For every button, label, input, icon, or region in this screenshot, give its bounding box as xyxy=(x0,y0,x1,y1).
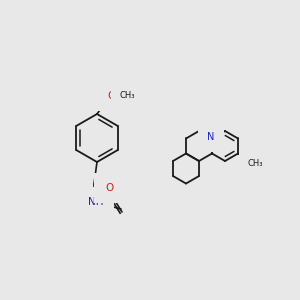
Text: N: N xyxy=(207,133,215,142)
Text: CH₃: CH₃ xyxy=(119,92,135,100)
Text: O: O xyxy=(107,91,115,101)
Text: CH₃: CH₃ xyxy=(247,159,263,168)
Text: NH: NH xyxy=(88,197,104,207)
Text: O: O xyxy=(105,183,113,193)
